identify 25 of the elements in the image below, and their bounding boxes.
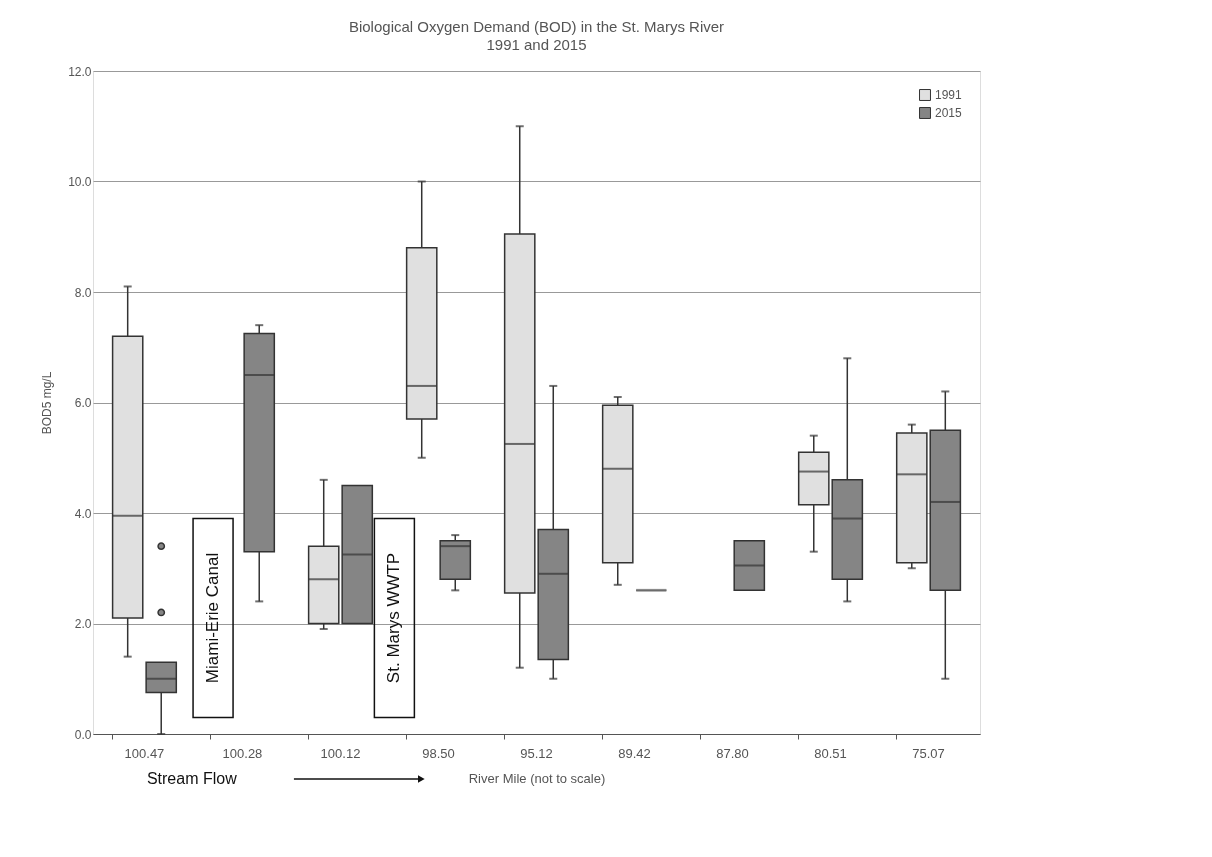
chart-subtitle: 1991 and 2015	[486, 36, 587, 53]
y-tick-label: 12.0	[68, 64, 92, 79]
x-tick-label: 87.80	[716, 745, 749, 761]
y-tick-label: 4.0	[74, 506, 92, 521]
x-tick-label: 100.47	[124, 745, 165, 761]
annotation: St. Marys WWTP	[384, 552, 404, 684]
x-tick-label: 80.51	[814, 745, 847, 761]
chart-title: Biological Oxygen Demand (BOD) in the St. Marys River	[348, 18, 725, 35]
x-tick-label: 98.50	[422, 745, 455, 761]
y-tick-label: 6.0	[74, 396, 92, 410]
annotation: Miami-Erie Canal	[203, 552, 223, 684]
x-axis-title: River Mile (not to scale)	[468, 770, 606, 786]
x-tick-label: 100.12	[320, 745, 361, 761]
y-axis-title: BOD5 mg/L	[40, 371, 55, 435]
legend-label: 2015	[935, 106, 963, 120]
y-tick-label: 2.0	[74, 617, 92, 631]
y-tick-label: 8.0	[74, 285, 92, 300]
y-tick-label: 10.0	[68, 175, 92, 189]
x-tick-label: 95.12	[520, 745, 553, 761]
x-tick-label: 75.07	[912, 745, 945, 761]
legend-label: 1991	[935, 88, 963, 102]
x-tick-label: 89.42	[618, 745, 651, 761]
x-tick-label: 100.28	[222, 745, 263, 761]
text: Stream Flow	[146, 770, 238, 787]
y-tick-label: 0.0	[74, 727, 92, 742]
